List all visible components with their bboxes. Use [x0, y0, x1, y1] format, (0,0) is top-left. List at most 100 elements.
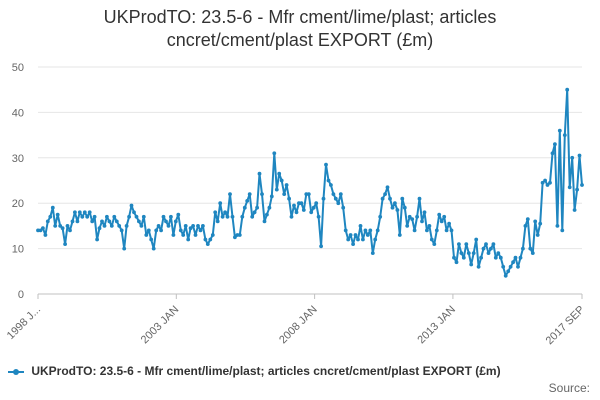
- data-point[interactable]: [550, 151, 555, 156]
- data-point[interactable]: [496, 251, 501, 256]
- data-point[interactable]: [55, 212, 60, 217]
- data-point[interactable]: [543, 178, 547, 183]
- data-point[interactable]: [282, 192, 287, 197]
- data-point[interactable]: [353, 233, 358, 237]
- data-point[interactable]: [193, 233, 198, 237]
- data-point[interactable]: [252, 210, 257, 215]
- data-point[interactable]: [95, 237, 99, 242]
- data-point[interactable]: [287, 196, 291, 201]
- data-point[interactable]: [306, 192, 311, 197]
- legend[interactable]: UKProdTO: 23.5-6 - Mfr cment/lime/plast;…: [8, 364, 598, 384]
- data-point[interactable]: [198, 228, 203, 233]
- data-point[interactable]: [449, 228, 454, 233]
- data-point[interactable]: [562, 133, 567, 138]
- data-point[interactable]: [319, 244, 323, 249]
- data-point[interactable]: [346, 237, 351, 242]
- data-point[interactable]: [43, 233, 48, 237]
- data-point[interactable]: [466, 251, 471, 256]
- data-point[interactable]: [575, 187, 579, 192]
- data-point[interactable]: [250, 214, 255, 219]
- data-point[interactable]: [240, 214, 245, 219]
- data-point[interactable]: [508, 264, 513, 269]
- data-point[interactable]: [75, 219, 80, 224]
- data-point[interactable]: [38, 228, 43, 233]
- data-point[interactable]: [289, 214, 294, 219]
- data-point[interactable]: [363, 228, 368, 233]
- data-point[interactable]: [208, 237, 213, 242]
- data-point[interactable]: [518, 255, 523, 260]
- data-point[interactable]: [474, 237, 479, 242]
- data-point[interactable]: [107, 219, 112, 224]
- data-point[interactable]: [521, 246, 525, 251]
- data-point[interactable]: [137, 219, 141, 224]
- data-point[interactable]: [469, 262, 474, 267]
- data-point[interactable]: [442, 214, 447, 219]
- data-point[interactable]: [41, 226, 45, 231]
- data-point[interactable]: [90, 219, 95, 224]
- data-point[interactable]: [105, 214, 109, 219]
- data-point[interactable]: [50, 205, 55, 210]
- data-point[interactable]: [567, 185, 572, 190]
- data-point[interactable]: [393, 201, 397, 206]
- data-point[interactable]: [553, 142, 557, 147]
- data-point[interactable]: [341, 205, 346, 210]
- data-point[interactable]: [580, 183, 584, 187]
- data-point[interactable]: [245, 199, 250, 203]
- data-point[interactable]: [528, 246, 533, 251]
- data-point[interactable]: [525, 217, 530, 222]
- data-point[interactable]: [410, 217, 415, 222]
- data-point[interactable]: [388, 196, 392, 201]
- data-point[interactable]: [471, 251, 476, 256]
- data-point[interactable]: [203, 237, 208, 242]
- data-point[interactable]: [439, 219, 444, 224]
- data-point[interactable]: [124, 224, 129, 228]
- data-point[interactable]: [149, 237, 154, 242]
- data-point[interactable]: [314, 201, 319, 206]
- data-point[interactable]: [228, 192, 232, 197]
- data-point[interactable]: [373, 237, 378, 242]
- data-point[interactable]: [348, 233, 353, 237]
- data-point[interactable]: [237, 233, 242, 237]
- data-point[interactable]: [491, 242, 496, 247]
- data-point[interactable]: [269, 194, 274, 199]
- data-point[interactable]: [464, 242, 469, 247]
- data-point[interactable]: [267, 205, 272, 210]
- data-point[interactable]: [144, 233, 149, 237]
- data-point[interactable]: [100, 219, 104, 224]
- data-point[interactable]: [476, 264, 481, 269]
- data-point[interactable]: [45, 219, 50, 224]
- data-point[interactable]: [555, 224, 560, 228]
- data-point[interactable]: [370, 251, 375, 256]
- data-point[interactable]: [301, 208, 306, 212]
- data-point[interactable]: [60, 226, 65, 231]
- data-point[interactable]: [329, 183, 333, 187]
- data-point[interactable]: [65, 224, 70, 228]
- data-point[interactable]: [279, 178, 284, 183]
- data-point[interactable]: [277, 171, 282, 176]
- data-point[interactable]: [570, 155, 575, 160]
- data-point[interactable]: [48, 214, 53, 219]
- data-point[interactable]: [161, 214, 166, 219]
- data-point[interactable]: [395, 208, 400, 212]
- data-point[interactable]: [173, 219, 178, 224]
- data-point[interactable]: [154, 228, 159, 233]
- data-point[interactable]: [548, 180, 552, 185]
- data-point[interactable]: [572, 208, 577, 212]
- data-point[interactable]: [134, 214, 139, 219]
- data-point[interactable]: [92, 214, 97, 219]
- data-point[interactable]: [516, 264, 520, 269]
- data-point[interactable]: [114, 219, 119, 224]
- data-point[interactable]: [336, 201, 341, 206]
- data-point[interactable]: [176, 212, 181, 217]
- data-point[interactable]: [506, 269, 511, 274]
- data-point[interactable]: [338, 192, 343, 197]
- data-point[interactable]: [324, 162, 328, 167]
- data-point[interactable]: [262, 219, 267, 224]
- data-point[interactable]: [429, 237, 434, 242]
- data-point[interactable]: [333, 196, 338, 201]
- data-point[interactable]: [183, 224, 188, 228]
- data-point[interactable]: [205, 242, 210, 247]
- data-point[interactable]: [361, 237, 365, 242]
- data-point[interactable]: [415, 214, 419, 219]
- data-point[interactable]: [70, 219, 75, 224]
